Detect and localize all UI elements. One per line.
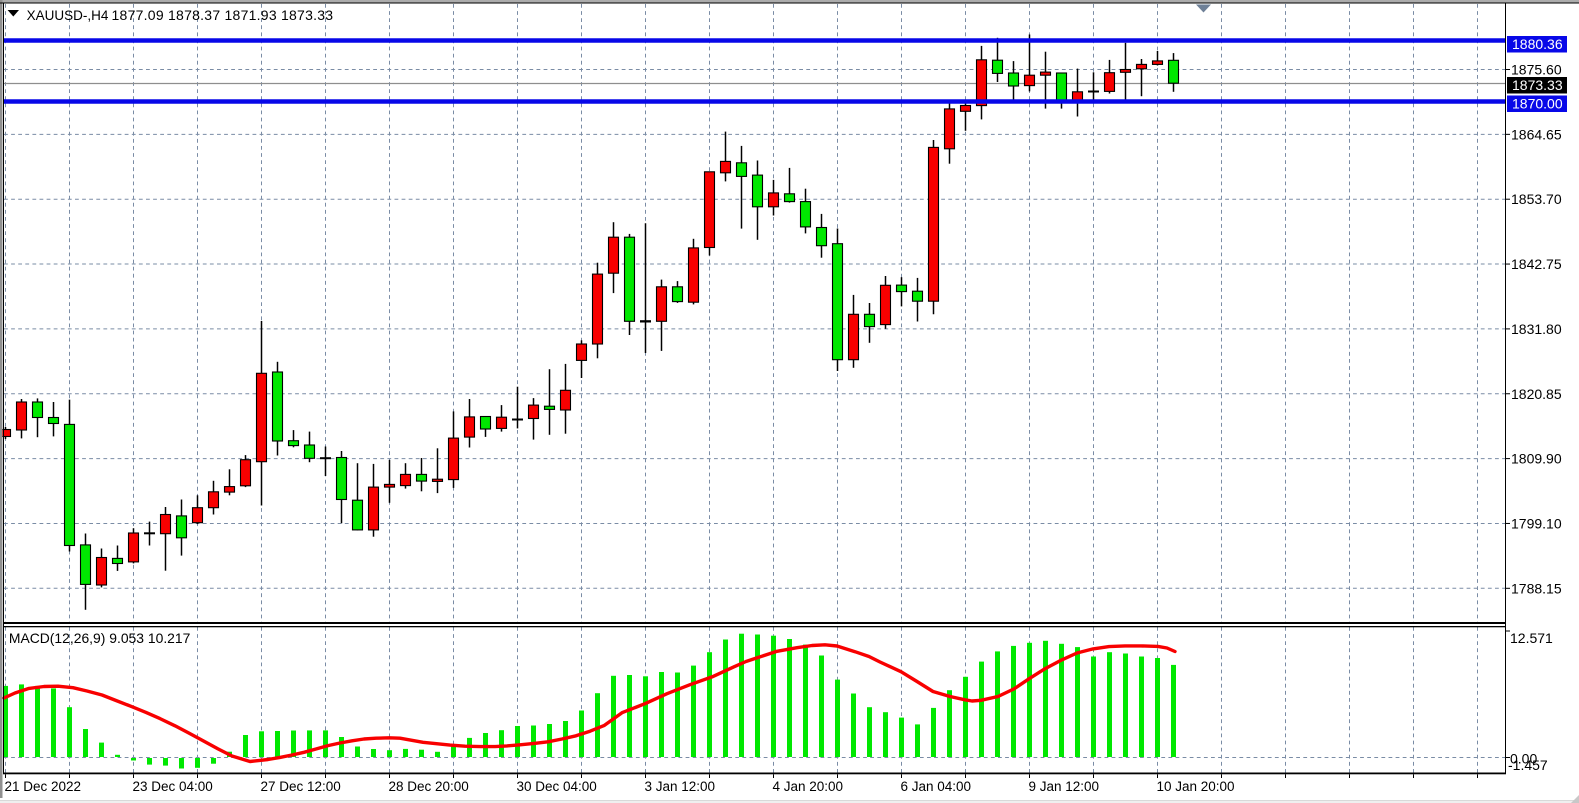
svg-text:1831.80: 1831.80 (1511, 321, 1562, 337)
svg-text:6 Jan 04:00: 6 Jan 04:00 (901, 779, 972, 794)
svg-text:27 Dec 12:00: 27 Dec 12:00 (261, 779, 341, 794)
svg-text:30 Dec 04:00: 30 Dec 04:00 (517, 779, 597, 794)
svg-text:1788.15: 1788.15 (1511, 580, 1562, 596)
svg-text:9 Jan 12:00: 9 Jan 12:00 (1029, 779, 1100, 794)
svg-text:0.00: 0.00 (1510, 751, 1537, 767)
svg-text:1875.60: 1875.60 (1511, 62, 1562, 78)
svg-text:XAUUSD-,H4: XAUUSD-,H4 (27, 8, 109, 23)
svg-text:3 Jan 12:00: 3 Jan 12:00 (645, 779, 716, 794)
svg-text:1870.00: 1870.00 (1512, 96, 1563, 112)
svg-text:1880.36: 1880.36 (1512, 36, 1563, 52)
svg-text:10 Jan 20:00: 10 Jan 20:00 (1157, 779, 1235, 794)
svg-text:MACD(12,26,9) 9.053 10.217: MACD(12,26,9) 9.053 10.217 (9, 630, 191, 646)
svg-text:12.571: 12.571 (1510, 630, 1553, 646)
svg-text:23 Dec 04:00: 23 Dec 04:00 (133, 779, 213, 794)
svg-text:1877.09 1878.37 1871.93 1873.3: 1877.09 1878.37 1871.93 1873.33 (112, 7, 334, 23)
svg-text:1820.85: 1820.85 (1511, 386, 1562, 402)
svg-text:-1.457: -1.457 (1508, 757, 1548, 773)
svg-text:1842.75: 1842.75 (1511, 256, 1562, 272)
svg-text:28 Dec 20:00: 28 Dec 20:00 (389, 779, 469, 794)
svg-text:1873.33: 1873.33 (1512, 77, 1563, 93)
svg-text:1809.90: 1809.90 (1511, 451, 1562, 467)
svg-text:21 Dec 2022: 21 Dec 2022 (5, 779, 82, 794)
svg-text:4 Jan 20:00: 4 Jan 20:00 (773, 779, 844, 794)
svg-text:1853.70: 1853.70 (1511, 191, 1562, 207)
svg-text:1864.65: 1864.65 (1511, 126, 1562, 142)
svg-text:1799.10: 1799.10 (1511, 515, 1562, 531)
